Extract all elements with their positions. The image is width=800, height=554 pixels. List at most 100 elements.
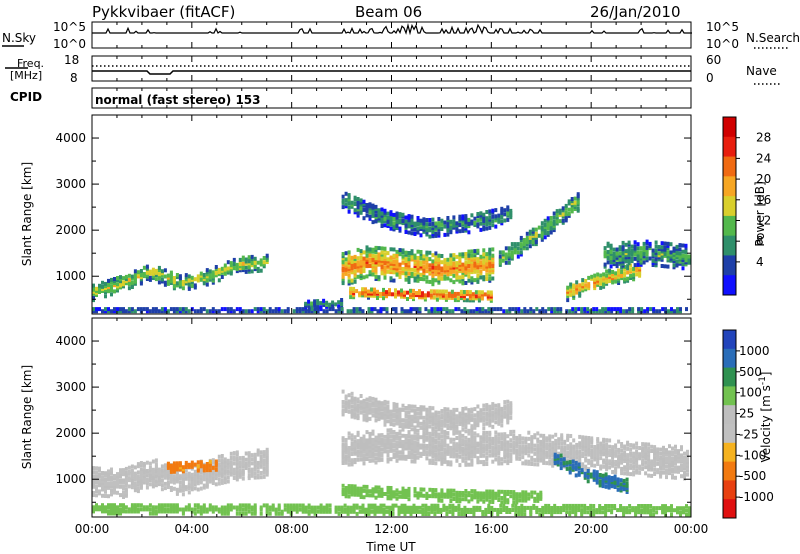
data-cell-1: [479, 439, 483, 444]
data-cell-1: [503, 434, 507, 439]
data-cell-1: [641, 442, 645, 447]
data-cell-1: [356, 449, 360, 454]
data-cell-4: [365, 205, 369, 210]
data-cell-0: [205, 476, 209, 481]
data-cell-2: [386, 408, 390, 413]
data-cell-3: [428, 487, 432, 492]
data-cell-0: [148, 482, 152, 487]
data-cell-1: [449, 460, 453, 465]
data-cell-2: [485, 264, 489, 269]
data-cell-1: [374, 460, 378, 465]
y-tick-label: 1000: [55, 269, 86, 283]
data-cell-1: [551, 447, 555, 452]
data-cell-6: [623, 277, 627, 282]
data-cell-3: [485, 489, 489, 494]
data-cell-4: [449, 230, 453, 235]
data-cell-0: [98, 479, 101, 483]
data-cell-0: [196, 487, 200, 492]
data-cell-8: [661, 307, 665, 312]
data-cell-4: [464, 220, 468, 225]
data-cell-6: [572, 283, 576, 288]
data-cell-1: [470, 448, 474, 453]
data-cell-7: [675, 259, 679, 264]
data-cell-3: [356, 486, 360, 491]
data-cell-4: [422, 229, 426, 234]
data-cell-7: [669, 252, 673, 257]
data-cell-1: [560, 435, 564, 440]
data-cell-3: [425, 493, 429, 498]
data-cell-5: [184, 463, 188, 467]
data-cell-1: [533, 451, 537, 456]
data-cell-2: [422, 258, 426, 263]
data-cell-0: [92, 482, 95, 487]
data-cell-1: [578, 434, 582, 439]
data-cell-0: [110, 469, 113, 474]
data-cell-1: [623, 459, 627, 463]
data-cell-4: [574, 461, 578, 465]
data-cell-0: [226, 475, 230, 480]
data-cell-0: [175, 489, 179, 494]
data-cell-2: [467, 428, 471, 433]
data-cell-1: [536, 462, 540, 467]
data-cell-8: [226, 309, 230, 314]
data-cell-0: [104, 284, 107, 288]
data-cell-3: [485, 495, 489, 500]
data-cell-3: [367, 295, 370, 300]
data-cell-2: [374, 260, 378, 265]
data-cell-6: [110, 505, 113, 510]
data-cell-0: [160, 470, 164, 475]
data-cell-0: [124, 483, 128, 488]
data-cell-6: [623, 271, 627, 276]
data-cell-5: [181, 467, 185, 472]
data-cell-1: [524, 449, 528, 454]
data-cell-0: [202, 471, 206, 476]
data-cell-1: [674, 457, 677, 462]
data-cell-2: [482, 277, 486, 282]
data-cell-3: [482, 499, 486, 504]
data-cell-3: [480, 296, 484, 301]
data-cell-1: [635, 462, 639, 467]
data-cell-1: [500, 446, 504, 451]
data-cell-2: [404, 267, 408, 272]
data-cell-8: [370, 307, 374, 312]
data-cell-2: [416, 256, 420, 260]
data-cell-2: [341, 256, 345, 261]
data-cell-5: [175, 461, 179, 466]
data-cell-1: [359, 447, 363, 452]
data-cell-1: [683, 455, 686, 460]
data-cell-1: [659, 458, 663, 462]
data-cell-2: [371, 409, 375, 414]
data-cell-0: [136, 474, 140, 479]
data-cell-1: [488, 443, 492, 448]
data-cell-4: [434, 225, 438, 230]
data-cell-8: [104, 309, 107, 314]
data-cell-8: [667, 309, 670, 314]
data-cell-2: [440, 423, 444, 428]
data-cell-1: [581, 443, 585, 448]
data-cell-7: [654, 248, 658, 253]
data-cell-0: [163, 486, 167, 491]
data-cell-6: [614, 273, 618, 278]
data-cell-0: [148, 471, 152, 476]
data-cell-4: [377, 216, 381, 221]
data-cell-5: [555, 209, 559, 214]
data-cell-2: [470, 407, 474, 412]
data-cell-0: [101, 287, 104, 291]
data-cell-7: [654, 253, 658, 257]
data-cell-0: [124, 279, 128, 284]
data-cell-1: [539, 450, 543, 455]
data-cell-7: [639, 252, 643, 257]
data-cell-1: [596, 445, 600, 450]
data-cell-7: [645, 245, 649, 250]
data-cell-1: [365, 452, 369, 457]
data-cell-2: [404, 418, 408, 423]
data-cell-0: [122, 478, 125, 483]
data-cell-1: [512, 448, 516, 453]
data-cell-4: [455, 229, 459, 234]
cpid-label: CPID: [10, 90, 42, 104]
data-cell-4: [410, 214, 414, 219]
data-cell-8: [163, 309, 167, 314]
data-cell-1: [485, 451, 489, 456]
nsky-label: N.Sky: [2, 31, 36, 45]
data-cell-2: [365, 410, 369, 414]
